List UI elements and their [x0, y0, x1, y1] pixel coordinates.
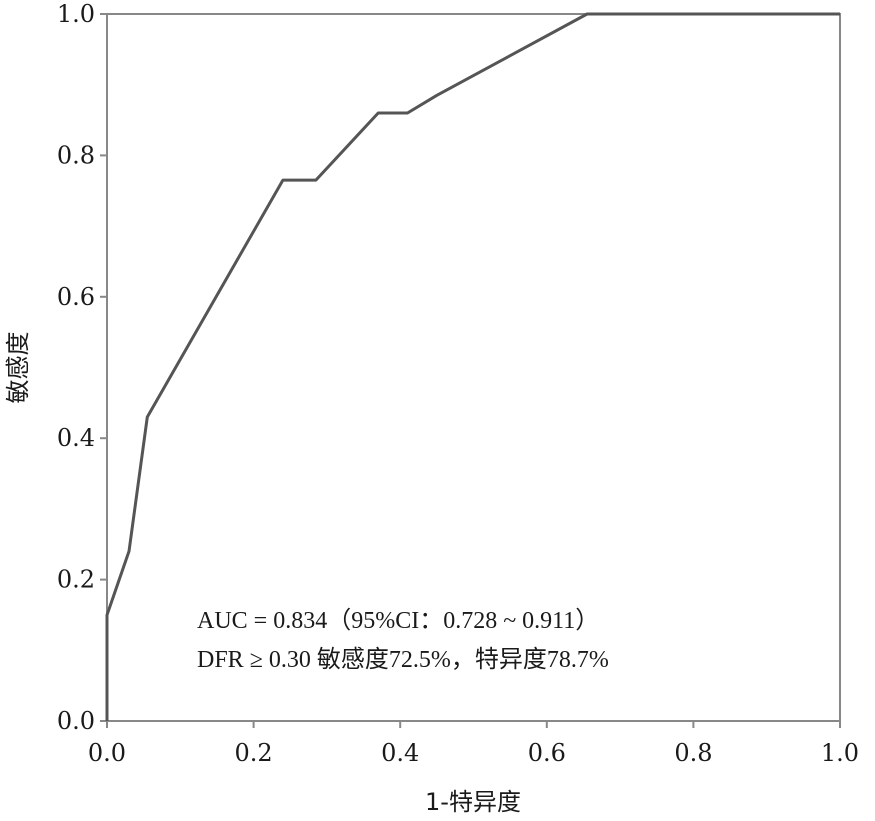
x-tick-label: 0.8 [674, 739, 712, 767]
y-tick-label: 1.0 [57, 0, 95, 28]
x-axis-title: 1-特异度 [425, 788, 521, 816]
y-tick-label: 0.0 [57, 707, 95, 735]
x-tick-label: 0.2 [235, 739, 273, 767]
x-tick-label: 1.0 [821, 739, 859, 767]
y-tick-label: 0.2 [57, 566, 95, 594]
plot-frame [106, 13, 841, 722]
x-tick-label: 0.4 [381, 739, 419, 767]
x-tick-label: 0.6 [528, 739, 566, 767]
ticks-layer: 0.0 0.2 0.4 0.6 0.8 1.0 0.0 0.2 0.4 0.6 0.8 1.0 [57, 0, 859, 767]
y-tick-label: 0.8 [57, 141, 95, 169]
cutoff-annotation: DFR ≥ 0.30 敏感度72.5%，特异度78.7% [197, 646, 609, 673]
roc-curve-line [105, 12, 840, 721]
y-tick-label: 0.6 [57, 283, 95, 311]
y-axis-title: 敏感度 [4, 332, 32, 404]
y-tick-label: 0.4 [57, 424, 95, 452]
auc-annotation: AUC = 0.834（95%CI：0.728 ~ 0.911） [197, 608, 599, 634]
x-tick-label: 0.0 [88, 739, 126, 767]
